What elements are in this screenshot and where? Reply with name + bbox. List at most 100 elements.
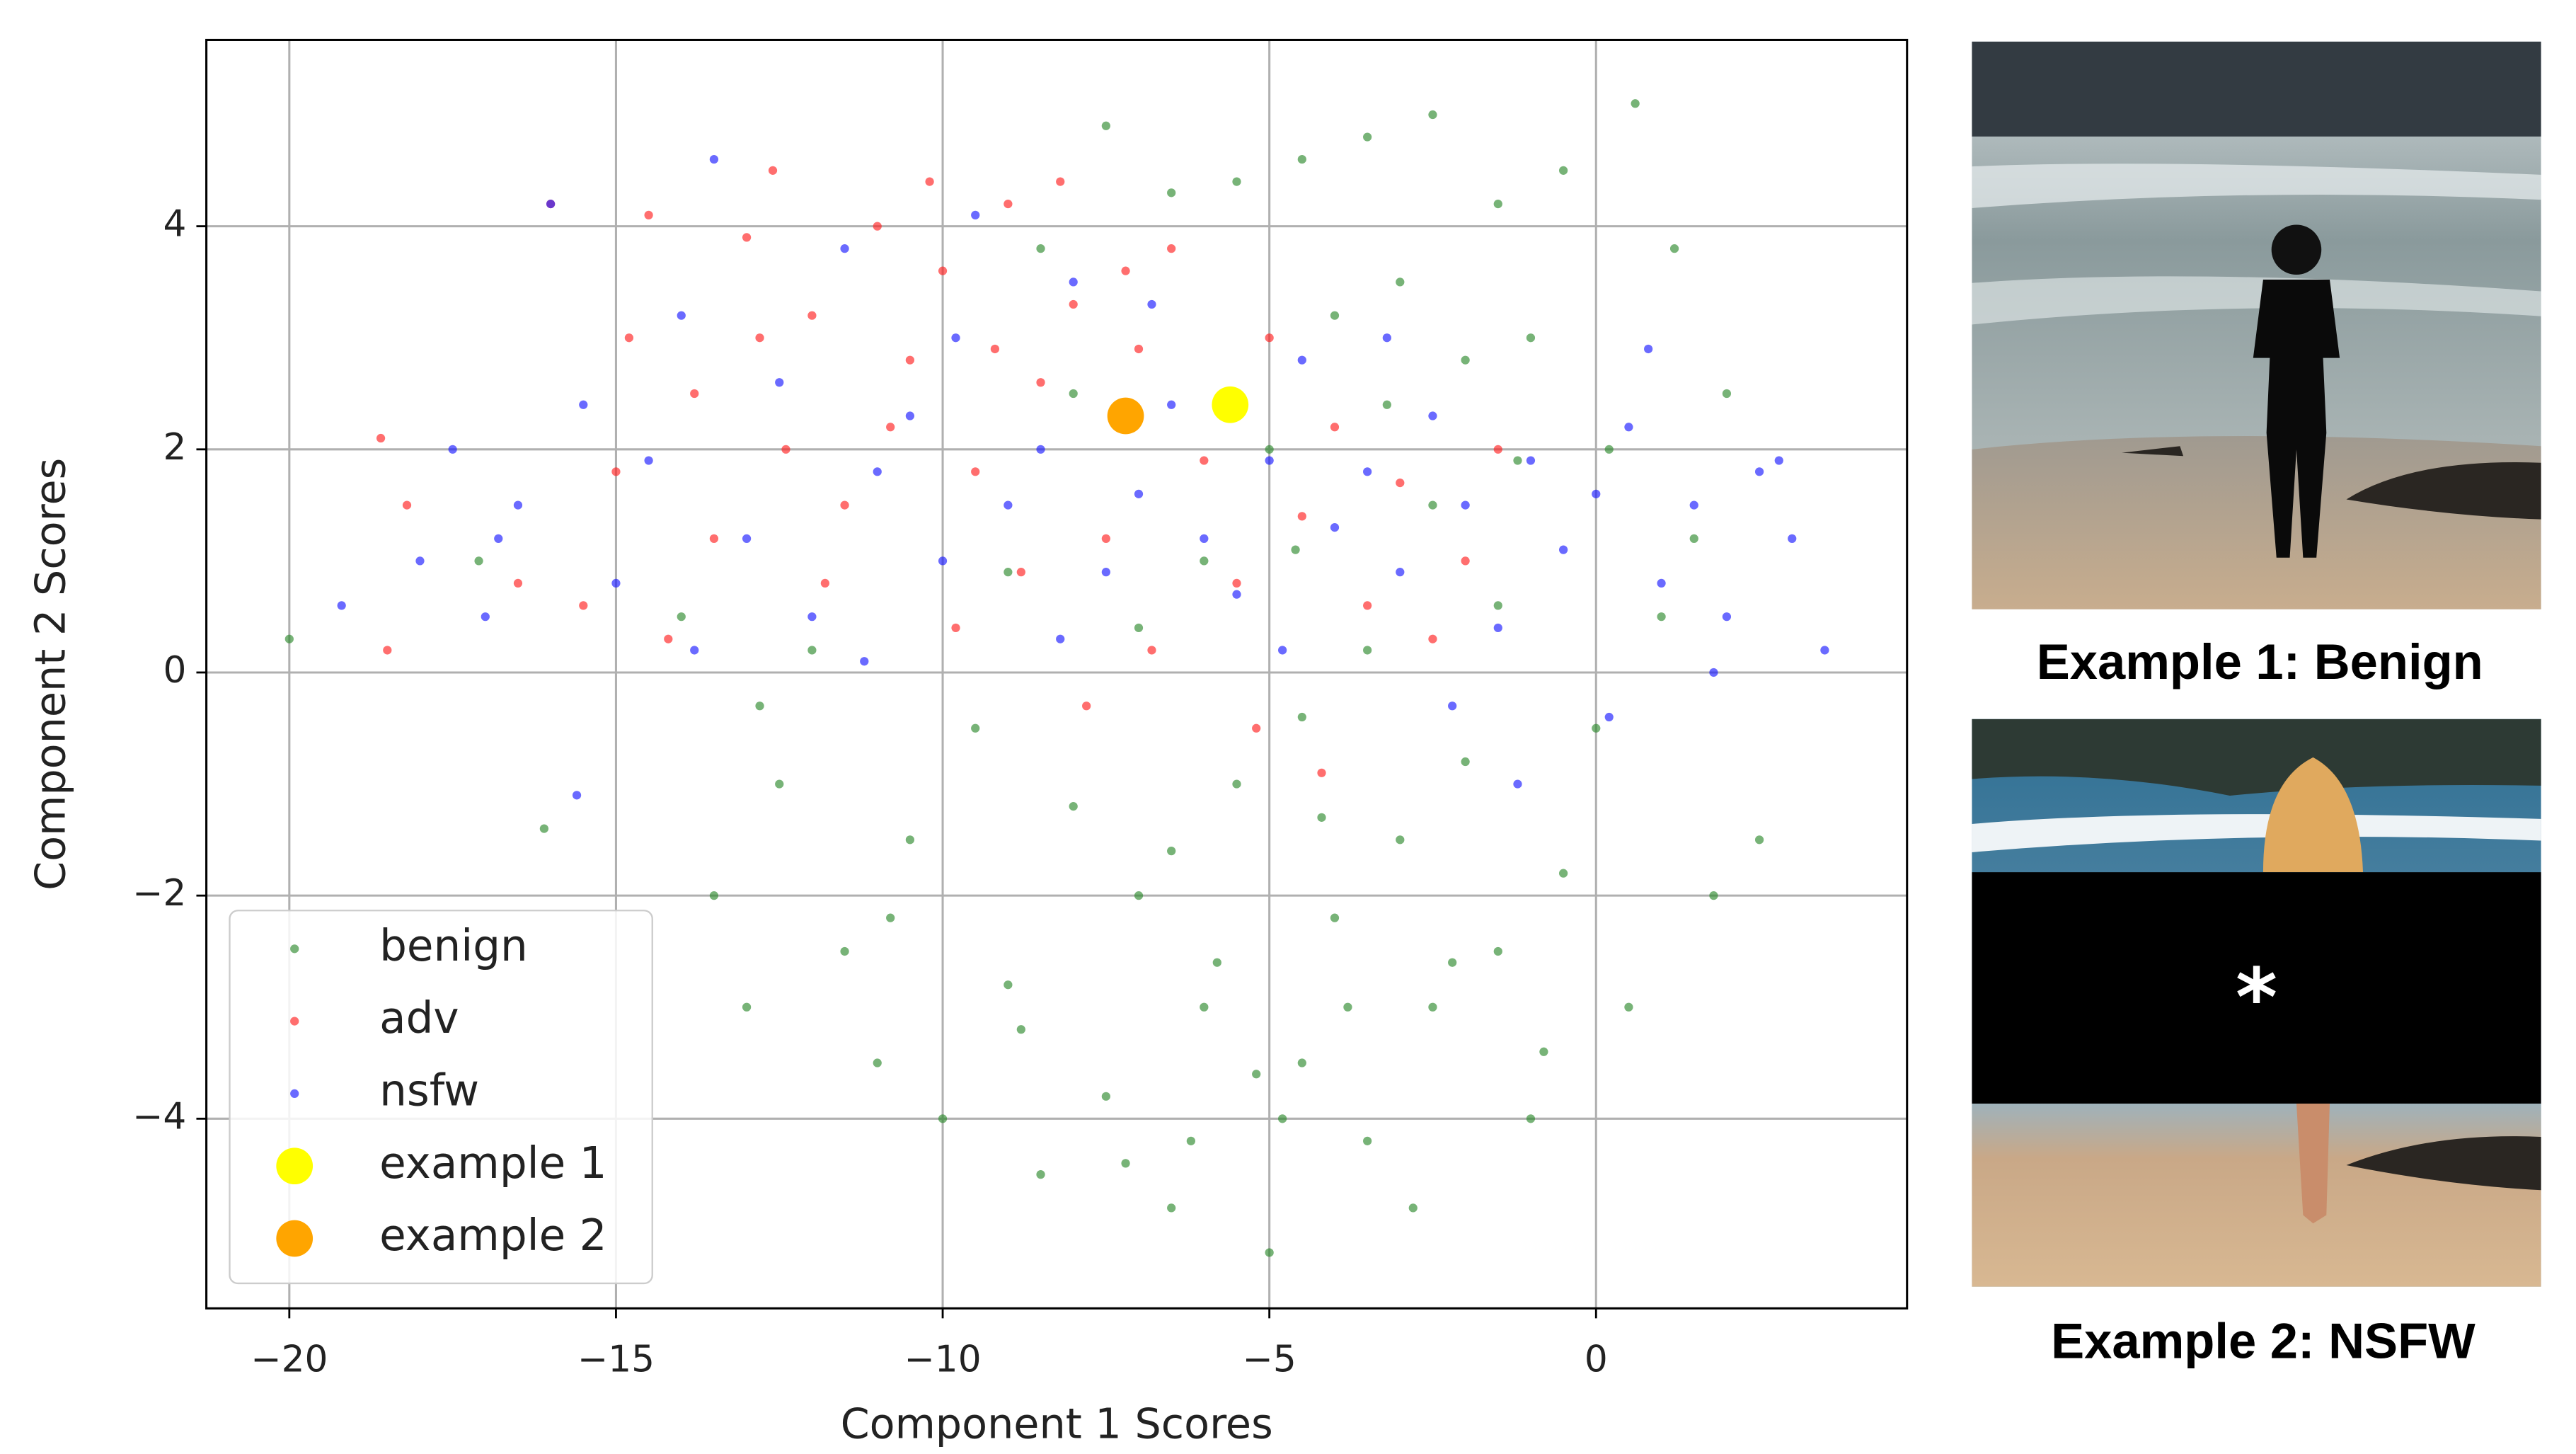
point	[1265, 445, 1274, 454]
legend-label: nsfw	[379, 1065, 479, 1116]
point	[1186, 1136, 1195, 1145]
point	[644, 456, 653, 465]
point	[337, 601, 346, 610]
point	[494, 534, 503, 543]
point	[840, 244, 849, 253]
point	[376, 433, 386, 443]
point	[1754, 835, 1764, 845]
point	[579, 400, 588, 409]
example-1-image	[1972, 41, 2541, 609]
point	[807, 612, 817, 622]
point	[644, 210, 653, 219]
point	[1069, 801, 1078, 811]
point	[1330, 522, 1340, 532]
point	[1461, 500, 1470, 510]
point	[905, 835, 915, 845]
point	[1689, 500, 1698, 510]
point	[546, 199, 556, 209]
point	[1134, 891, 1144, 900]
point	[1657, 578, 1666, 588]
point	[1134, 623, 1144, 633]
point	[1101, 121, 1110, 130]
point	[1134, 489, 1144, 498]
point	[873, 1058, 882, 1067]
point	[1513, 779, 1522, 789]
point	[1016, 1025, 1025, 1034]
point	[572, 791, 582, 800]
point	[886, 913, 895, 922]
x-tick-label: −10	[904, 1338, 981, 1380]
point	[611, 467, 621, 476]
point	[1004, 500, 1013, 510]
point	[1722, 612, 1732, 622]
point	[971, 467, 980, 476]
point	[448, 445, 457, 454]
point	[1644, 344, 1653, 354]
legend-label: benign	[379, 921, 528, 971]
point	[742, 233, 752, 242]
legend-label: example 1	[379, 1138, 606, 1189]
point	[1363, 601, 1372, 610]
point	[1297, 712, 1306, 722]
point	[1592, 489, 1601, 498]
point	[1036, 244, 1045, 253]
point	[820, 578, 829, 588]
point	[1167, 847, 1176, 856]
point	[1669, 244, 1679, 253]
point	[481, 612, 490, 622]
censor-mark: *	[2236, 951, 2277, 1045]
y-tick-label: 2	[163, 426, 186, 469]
point	[1232, 177, 1241, 186]
highlight-point	[1107, 397, 1144, 435]
point	[284, 634, 294, 643]
y-tick-label: 0	[163, 649, 186, 692]
point	[624, 333, 634, 343]
point	[1069, 299, 1078, 309]
y-tick-label: −2	[132, 872, 186, 915]
point	[775, 779, 784, 789]
point	[1252, 723, 1261, 733]
point	[1297, 154, 1306, 164]
point	[1291, 545, 1300, 554]
point	[1200, 1002, 1209, 1012]
point	[1036, 378, 1045, 387]
point	[1167, 188, 1176, 198]
point	[1363, 467, 1372, 476]
legend-label: example 2	[379, 1210, 606, 1261]
point	[755, 702, 764, 711]
point	[873, 467, 882, 476]
point	[1624, 1002, 1633, 1012]
point	[1278, 1114, 1287, 1123]
point	[905, 355, 915, 365]
point	[1428, 1002, 1437, 1012]
legend-box	[229, 910, 653, 1285]
point	[755, 333, 764, 343]
point	[938, 266, 948, 275]
point	[1539, 1047, 1548, 1056]
point	[1754, 467, 1764, 476]
point	[1428, 634, 1437, 643]
point	[1056, 634, 1065, 643]
point	[1343, 1002, 1352, 1012]
point	[1624, 423, 1633, 432]
point	[402, 500, 412, 510]
legend: benign adv nsfw example 1 example 2	[276, 921, 607, 1261]
point	[1147, 299, 1156, 309]
point	[905, 411, 915, 420]
point	[1513, 456, 1522, 465]
point	[1408, 1203, 1418, 1213]
point	[1493, 946, 1502, 956]
legend-marker	[276, 1147, 314, 1185]
point	[1788, 534, 1797, 543]
x-tick-label: −5	[1243, 1338, 1296, 1380]
point	[1167, 400, 1176, 409]
point	[1101, 534, 1110, 543]
point	[1363, 646, 1372, 655]
point	[1330, 913, 1340, 922]
point	[1330, 311, 1340, 320]
point	[860, 657, 869, 666]
point	[709, 154, 719, 164]
point	[415, 556, 425, 566]
